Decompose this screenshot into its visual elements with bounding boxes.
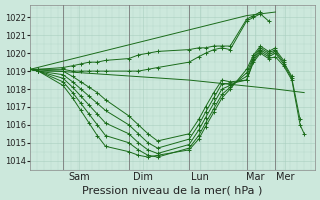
X-axis label: Pression niveau de la mer( hPa ): Pression niveau de la mer( hPa ) (83, 185, 263, 195)
